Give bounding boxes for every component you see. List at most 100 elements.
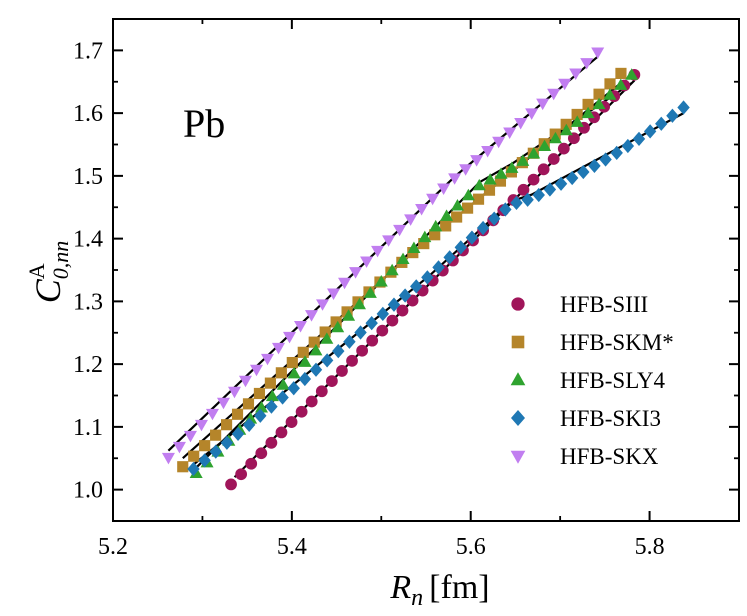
data-point — [255, 447, 268, 460]
data-point — [547, 88, 561, 101]
data-point — [488, 211, 501, 226]
x-axis-subscript: n — [411, 585, 423, 611]
data-point — [543, 182, 557, 197]
data-point — [570, 115, 584, 127]
data-point — [265, 389, 279, 402]
x-axis-symbol: R — [389, 569, 411, 606]
y-axis-title: CA0,nn — [24, 241, 73, 303]
data-point — [376, 324, 389, 337]
data-point — [183, 430, 197, 443]
data-point — [354, 325, 367, 340]
data-point — [525, 108, 539, 120]
data-point — [581, 106, 595, 119]
data-point — [558, 78, 572, 91]
data-point — [231, 426, 245, 441]
data-point — [610, 145, 623, 160]
data-point — [365, 316, 378, 331]
y-tick-label: 1.1 — [73, 415, 103, 441]
legend-item: HFB-SIII — [511, 292, 648, 317]
data-point — [319, 326, 331, 338]
legend-item: HFB-SKX — [510, 444, 659, 469]
data-point — [492, 136, 506, 149]
data-point — [325, 375, 338, 387]
y-tick-label: 1.7 — [73, 38, 103, 64]
data-point — [264, 377, 276, 389]
data-point — [341, 306, 353, 318]
legend-marker — [511, 335, 525, 349]
data-point — [382, 235, 396, 247]
data-point — [440, 220, 452, 232]
data-point — [588, 158, 601, 173]
data-point — [297, 346, 309, 358]
data-point — [407, 241, 421, 253]
data-point — [287, 366, 301, 379]
x-tick-label: 5.6 — [456, 534, 486, 560]
data-point — [161, 452, 175, 465]
data-point — [462, 202, 474, 214]
legend-label: HFB-SLY4 — [560, 368, 666, 393]
data-point — [260, 353, 275, 366]
data-point — [393, 224, 407, 237]
data-point — [188, 450, 200, 462]
data-point — [276, 378, 290, 390]
data-point — [298, 371, 312, 387]
data-point — [603, 88, 617, 100]
data-point — [315, 385, 328, 398]
data-point — [199, 440, 211, 452]
data-point — [209, 444, 222, 459]
y-tick-label: 1.6 — [73, 101, 103, 127]
y-tick-label: 1.3 — [73, 289, 103, 315]
data-point — [429, 219, 443, 232]
data-point — [537, 163, 550, 176]
data-point — [494, 175, 507, 187]
data-point — [396, 252, 410, 265]
x-axis-title: Rn [fm] — [389, 569, 489, 611]
data-point — [621, 138, 635, 154]
legend-label: HFB-SKX — [560, 444, 659, 469]
data-point — [538, 139, 552, 152]
data-point — [483, 173, 497, 185]
panel-annotation: Pb — [183, 101, 225, 146]
data-point — [448, 173, 462, 185]
legend-marker — [510, 450, 526, 464]
series-hfb-ski3 — [187, 100, 690, 477]
data-point — [253, 387, 266, 400]
data-point — [532, 187, 545, 203]
data-point — [342, 309, 356, 321]
data-point — [517, 183, 530, 196]
data-point — [465, 230, 479, 245]
y-axis-symbol: C — [28, 278, 68, 303]
data-point — [625, 68, 639, 80]
data-point — [287, 381, 300, 396]
data-point — [275, 367, 287, 379]
data-point — [547, 153, 560, 165]
y-tick-label: 1.5 — [73, 164, 103, 190]
data-point — [580, 58, 594, 70]
data-point — [187, 461, 200, 477]
data-point — [320, 353, 334, 368]
data-point — [363, 286, 377, 298]
data-point — [320, 332, 334, 344]
data-point — [265, 436, 278, 449]
data-point — [309, 343, 323, 356]
data-point — [308, 336, 320, 348]
data-point — [429, 229, 441, 241]
data-point — [565, 170, 579, 186]
x-axis-unit: [fm] — [429, 569, 489, 606]
y-axis-subscript: 0,nn — [48, 241, 73, 280]
data-point — [210, 429, 222, 441]
data-point — [536, 98, 550, 111]
data-point — [346, 354, 358, 367]
legend-item: HFB-SKM* — [511, 330, 674, 355]
data-point — [554, 176, 568, 191]
data-point — [470, 155, 484, 167]
data-point — [220, 419, 233, 431]
data-point — [216, 397, 230, 410]
data-point — [352, 297, 366, 310]
data-point — [404, 214, 418, 226]
data-point — [245, 457, 258, 470]
legend-label: HFB-SKI3 — [560, 406, 661, 431]
data-point — [249, 364, 264, 377]
data-point — [476, 220, 490, 236]
data-point — [294, 321, 308, 333]
